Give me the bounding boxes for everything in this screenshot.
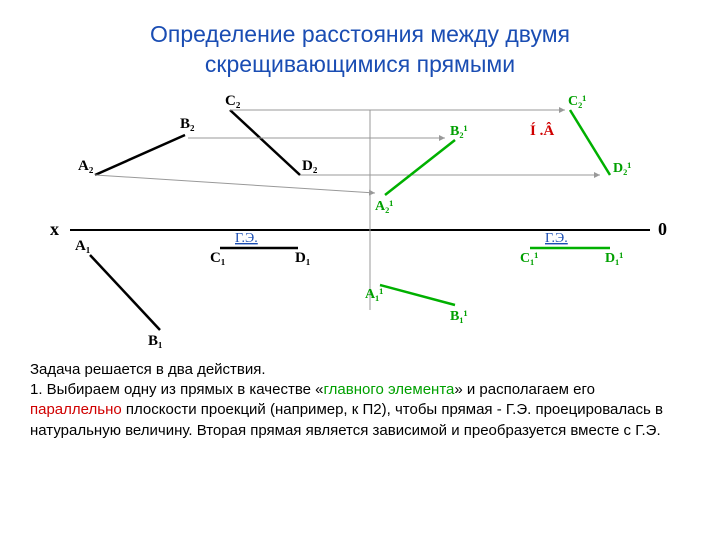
conn4 [95,175,375,193]
label-B2: B₂ [180,116,195,132]
line-A2pB2p [385,140,455,195]
label-GE-left: Г.Э. [235,231,258,246]
line-C2pD2p [570,110,610,175]
diagram: x 0 A₂ B₂ C₂ D₂ A₁ B₁ C₁ D₁ Г.Э. A₂¹ B₂¹… [40,90,680,350]
body-p1: Задача решается в два действия. [30,361,266,378]
label-D1: D₁ [295,250,310,266]
label-D2p: D₂¹ [613,161,632,176]
body-p2e: плоскости проекций (например, к П2), что… [30,401,663,438]
body-p2b: главного элемента [323,381,454,398]
label-GE-right: Г.Э. [545,231,568,246]
body-p2d: параллельно [30,401,122,418]
label-A2p: A₂¹ [375,199,394,214]
label-C1p: C₁¹ [520,251,539,266]
line-C2D2 [230,110,300,175]
body-p2c: » и располагаем его [454,381,595,398]
label-C2: C₂ [225,93,241,109]
body-p2a: 1. Выбираем одну из прямых в качестве « [30,381,323,398]
body-text: Задача решается в два действия. 1. Выбир… [30,360,690,441]
label-B1p: B₁¹ [450,309,468,324]
label-NA: Í .Â [530,122,554,139]
page-title: Определение расстояния между двумя скрещ… [30,20,690,80]
label-C2p: C₂¹ [568,94,587,109]
line-A1pB1p [380,285,455,305]
line-A2B2 [95,135,185,175]
title-line1: Определение расстояния между двумя [150,21,570,47]
x-label: x [50,219,59,239]
label-A1: A₁ [75,238,90,254]
zero-label: 0 [658,219,667,239]
label-D2: D₂ [302,158,318,174]
label-B1: B₁ [148,333,163,349]
label-A2: A₂ [78,158,94,174]
label-B2p: B₂¹ [450,124,468,139]
label-A1p: A₁¹ [365,287,384,302]
title-line2: скрещивающимися прямыми [205,51,515,77]
label-D1p: D₁¹ [605,251,624,266]
line-A1B1 [90,255,160,330]
label-C1: C₁ [210,250,225,266]
